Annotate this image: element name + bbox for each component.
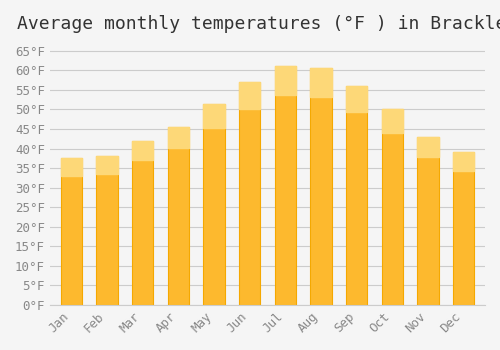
Bar [203,104,224,305]
Bar [417,137,438,157]
Bar [310,68,332,305]
Bar [382,110,403,305]
Bar [453,153,474,171]
Title: Average monthly temperatures (°F ) in Brackley: Average monthly temperatures (°F ) in Br… [18,15,500,33]
Bar [60,158,82,176]
Bar [96,156,118,174]
Bar [382,110,403,133]
Bar [310,68,332,97]
Bar [453,153,474,305]
Bar [60,158,82,305]
Bar [132,141,154,160]
Bar [274,66,296,95]
Bar [132,141,154,305]
Bar [346,86,368,112]
Bar [239,82,260,305]
Bar [96,156,118,305]
Bar [239,82,260,109]
Bar [168,127,189,148]
Bar [346,86,368,305]
Bar [203,104,224,128]
Bar [168,127,189,305]
Bar [274,66,296,305]
Bar [417,137,438,305]
